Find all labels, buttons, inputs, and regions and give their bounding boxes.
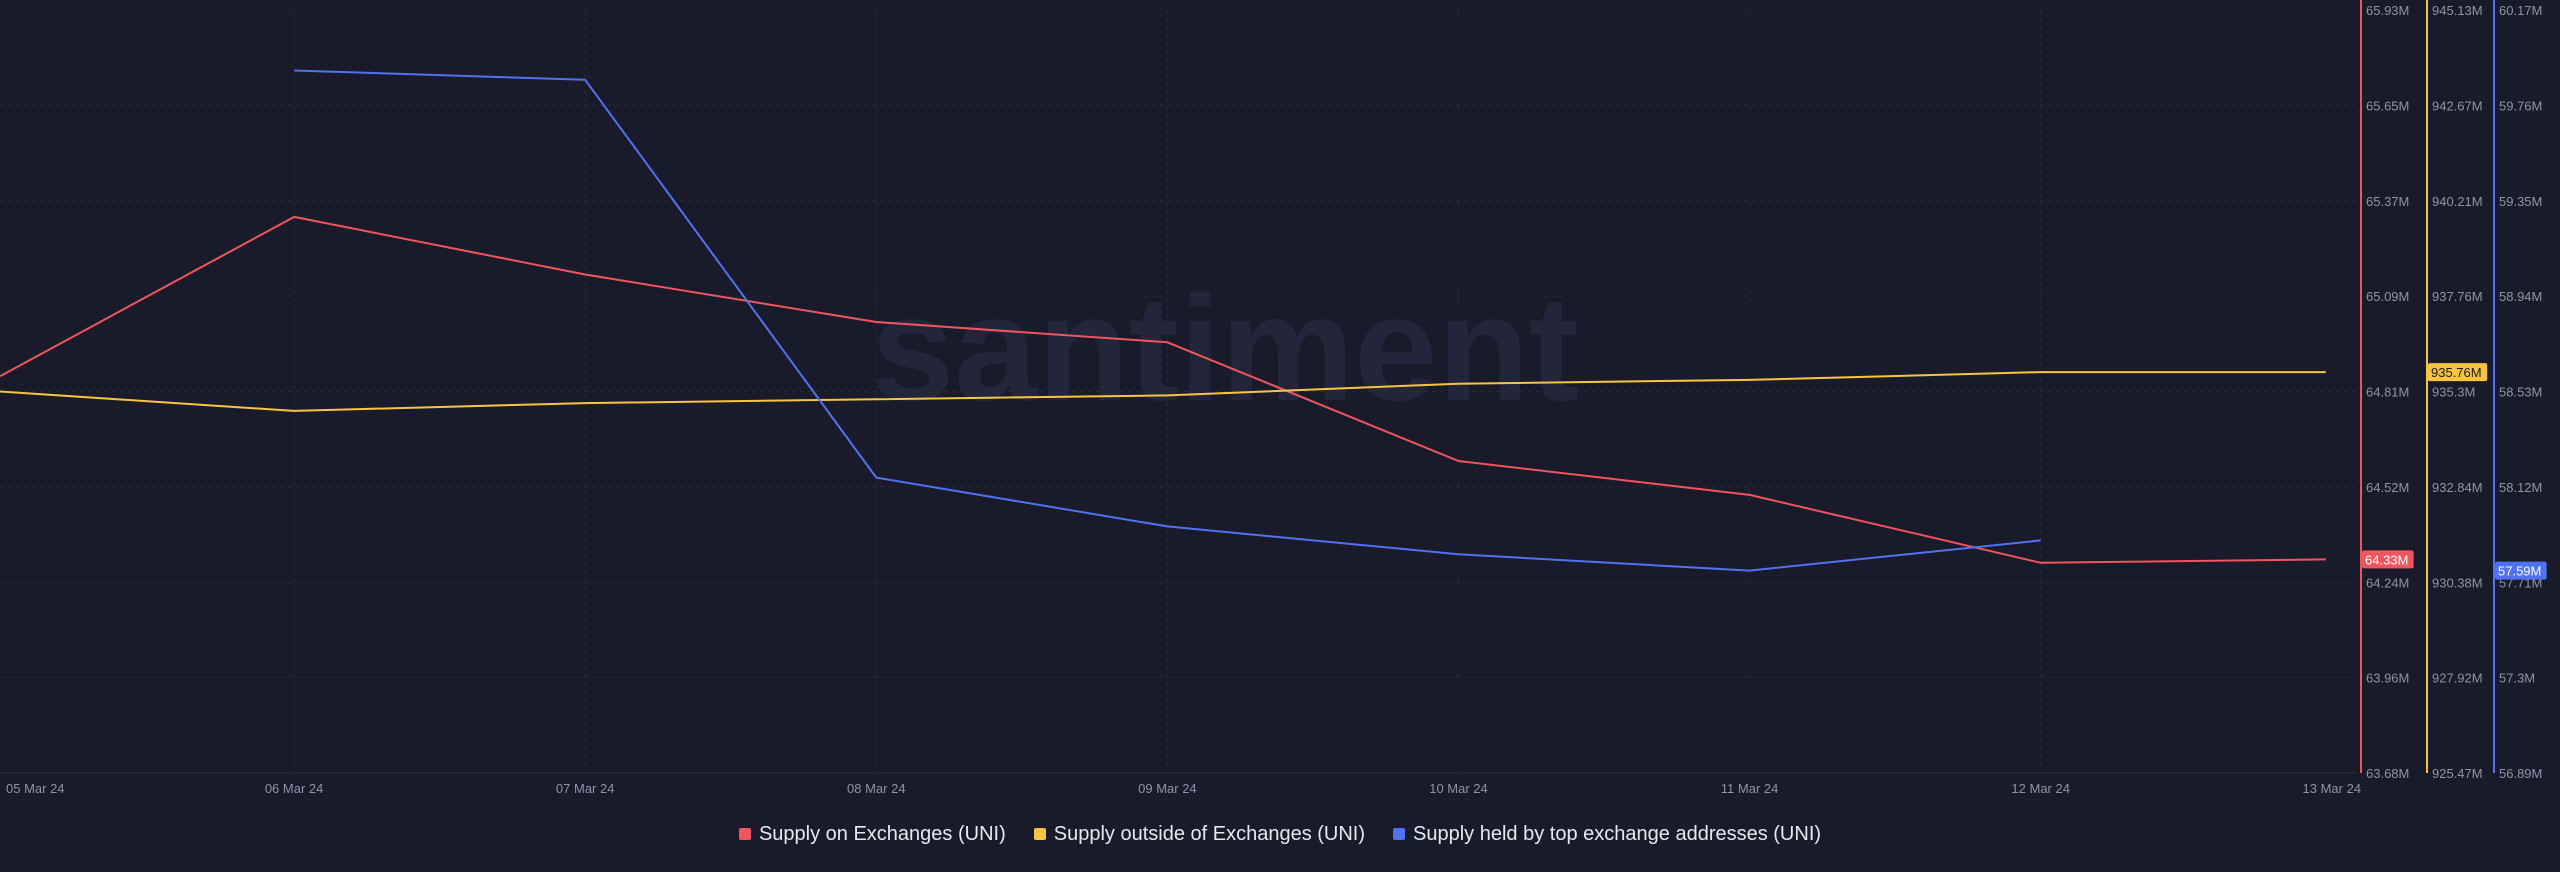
- y-tick-label-supply_top: 58.12M: [2499, 480, 2542, 495]
- y-tick-label-supply_on: 63.68M: [2366, 766, 2409, 781]
- y-axes: 65.93M 65.65M 65.37M 65.09M 64.81M 64.52M 64.2…: [2360, 0, 2542, 781]
- last-value-badge-label: 64.33M: [2365, 552, 2408, 567]
- y-tick-label-supply_top: 57.3M: [2499, 671, 2535, 686]
- legend-swatch-red: [738, 828, 751, 840]
- grid-lines: [0, 9, 2355, 774]
- y-tick-label-supply_outside: 935.3M: [2432, 385, 2475, 400]
- y-tick-label-supply_outside: 930.38M: [2432, 575, 2483, 590]
- series-line-0: [0, 215, 2326, 564]
- legend-label: Supply outside of Exchanges (UNI): [1053, 822, 1366, 845]
- y-tick-label-supply_outside: 925.47M: [2432, 766, 2483, 781]
- x-tick-label: 08 Mar 24: [847, 781, 906, 796]
- last-value-badge-bg: [2428, 363, 2488, 382]
- last-value-badge-bg: [2495, 561, 2547, 580]
- legend-item-supply-outside-exchanges[interactable]: Supply outside of Exchanges (UNI): [1033, 822, 1366, 846]
- y-tick-label-supply_on: 64.52M: [2366, 480, 2409, 495]
- last-value-badge-bg: [2362, 550, 2414, 569]
- last-value-badges: 64.33M 935.76M 57.59M: [2362, 363, 2547, 580]
- santiment-watermark: santiment: [871, 264, 1579, 432]
- legend-item-supply-on-exchanges[interactable]: Supply on Exchanges (UNI): [738, 822, 1006, 846]
- y-tick-label-supply_on: 65.65M: [2366, 98, 2409, 113]
- legend-swatch-blue: [1393, 828, 1406, 840]
- series-line-1: [0, 371, 2326, 412]
- y-tick-label-supply_on: 65.37M: [2366, 194, 2409, 209]
- y-tick-label-supply_on: 65.09M: [2366, 289, 2409, 304]
- legend-label: Supply on Exchanges (UNI): [758, 822, 1006, 845]
- y-tick-label-supply_outside: 942.67M: [2432, 98, 2483, 113]
- y-tick-label-supply_outside: 937.76M: [2432, 289, 2483, 304]
- x-tick-label: 05 Mar 24: [6, 781, 65, 796]
- legend-label: Supply held by top exchange addresses (U…: [1413, 822, 1822, 845]
- x-tick-label: 07 Mar 24: [556, 781, 615, 796]
- x-tick-label: 09 Mar 24: [1138, 781, 1197, 796]
- y-tick-label-supply_top: 58.94M: [2499, 289, 2542, 304]
- x-tick-label: 13 Mar 24: [2303, 781, 2362, 796]
- y-tick-label-supply_outside: 932.84M: [2432, 480, 2483, 495]
- y-tick-label-supply_on: 64.81M: [2366, 385, 2409, 400]
- x-tick-label: 12 Mar 24: [2011, 781, 2070, 796]
- y-tick-label-supply_top: 56.89M: [2499, 766, 2542, 781]
- y-tick-label-supply_on: 65.93M: [2366, 3, 2409, 18]
- series-line-2: [294, 69, 2041, 572]
- legend-swatch-yellow: [1033, 828, 1046, 840]
- y-tick-label-supply_outside: 940.21M: [2432, 194, 2483, 209]
- y-tick-label-supply_top: 58.53M: [2499, 385, 2542, 400]
- x-tick-label: 06 Mar 24: [265, 781, 324, 796]
- x-tick-label: 10 Mar 24: [1429, 781, 1488, 796]
- y-tick-label-supply_top: 59.76M: [2499, 98, 2542, 113]
- legend-item-supply-top-addresses[interactable]: Supply held by top exchange addresses (U…: [1393, 823, 1821, 846]
- x-axis: 05 Mar 24 06 Mar 24 07 Mar 24 08 Mar 24 09 M…: [6, 781, 2361, 796]
- y-tick-label-supply_on: 63.96M: [2366, 671, 2409, 686]
- y-tick-label-supply_top: 59.35M: [2499, 194, 2542, 209]
- y-tick-label-supply_top: 60.17M: [2499, 3, 2542, 18]
- y-tick-label-supply_on: 64.24M: [2366, 575, 2409, 590]
- x-tick-label: 11 Mar 24: [1721, 781, 1779, 796]
- last-value-badge-label: 57.59M: [2498, 564, 2541, 579]
- y-tick-label-supply_outside: 945.13M: [2432, 3, 2483, 18]
- chart-legend: Supply on Exchanges (UNI) Supply outside…: [0, 818, 2560, 850]
- y-tick-label-supply_outside: 927.92M: [2432, 671, 2483, 686]
- series-lines: [0, 69, 2326, 572]
- last-value-badge-label: 935.76M: [2431, 365, 2482, 380]
